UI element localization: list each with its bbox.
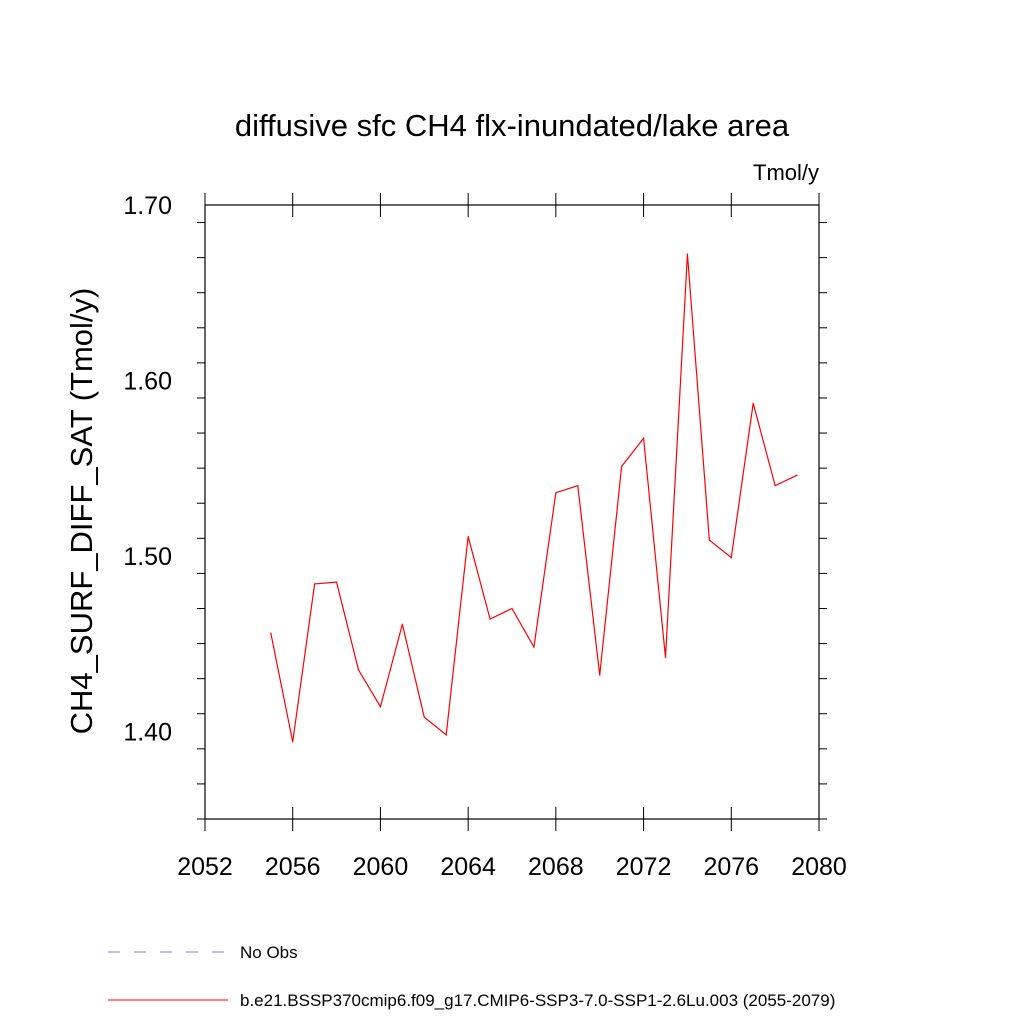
y-tick-label: 1.40	[123, 718, 172, 746]
data-point	[686, 253, 689, 255]
data-point	[555, 492, 557, 494]
x-tick-label: 2056	[265, 853, 321, 881]
legend-label: b.e21.BSSP370cmip6.f09_g17.CMIP6-SSP3-7.…	[240, 991, 835, 1010]
x-tick-label: 2080	[791, 853, 847, 881]
x-tick-label: 2068	[528, 853, 584, 881]
data-point	[401, 623, 403, 625]
data-point	[489, 618, 491, 620]
chart-title: diffusive sfc CH4 flx-inundated/lake are…	[235, 108, 790, 143]
x-tick-label: 2076	[703, 853, 759, 881]
data-point	[292, 741, 294, 743]
data-point	[796, 474, 798, 476]
x-tick-label: 2052	[177, 853, 233, 881]
tick-labels: 2052 2056 2060 2064 2068 2072 2076 2080 1.40 1.50…	[123, 192, 846, 881]
data-point	[335, 581, 338, 583]
data-point	[774, 485, 776, 487]
series-layer	[270, 253, 798, 743]
plot-frame	[204, 204, 820, 820]
data-point	[533, 646, 535, 648]
data-point	[599, 674, 601, 676]
data-point	[752, 402, 754, 404]
data-point	[621, 465, 623, 467]
data-point	[445, 734, 447, 736]
data-point	[270, 632, 272, 634]
data-point	[642, 437, 645, 439]
data-point	[511, 607, 513, 610]
data-point	[664, 657, 667, 659]
data-point	[423, 716, 425, 718]
data-point	[577, 485, 579, 487]
y-axis-label: CH4_SURF_DIFF_SAT (Tmol/y)	[64, 288, 99, 735]
data-point	[708, 539, 710, 541]
y-tick-label: 1.70	[123, 192, 172, 220]
units-label: Tmol/y	[753, 160, 819, 185]
y-tick-label: 1.50	[123, 543, 172, 571]
series-line	[270, 254, 798, 742]
data-point	[730, 557, 732, 559]
axis-ticks	[197, 193, 827, 831]
x-tick-label: 2060	[353, 853, 409, 881]
data-point	[379, 706, 382, 708]
x-tick-label: 2072	[616, 853, 672, 881]
data-point	[467, 535, 469, 538]
legend: No Obs b.e21.BSSP370cmip6.f09_g17.CMIP6-S…	[108, 943, 835, 1010]
data-point	[357, 669, 360, 671]
data-point	[314, 583, 316, 585]
legend-label: No Obs	[240, 943, 298, 962]
x-tick-label: 2064	[440, 853, 496, 881]
y-tick-label: 1.60	[123, 367, 172, 395]
